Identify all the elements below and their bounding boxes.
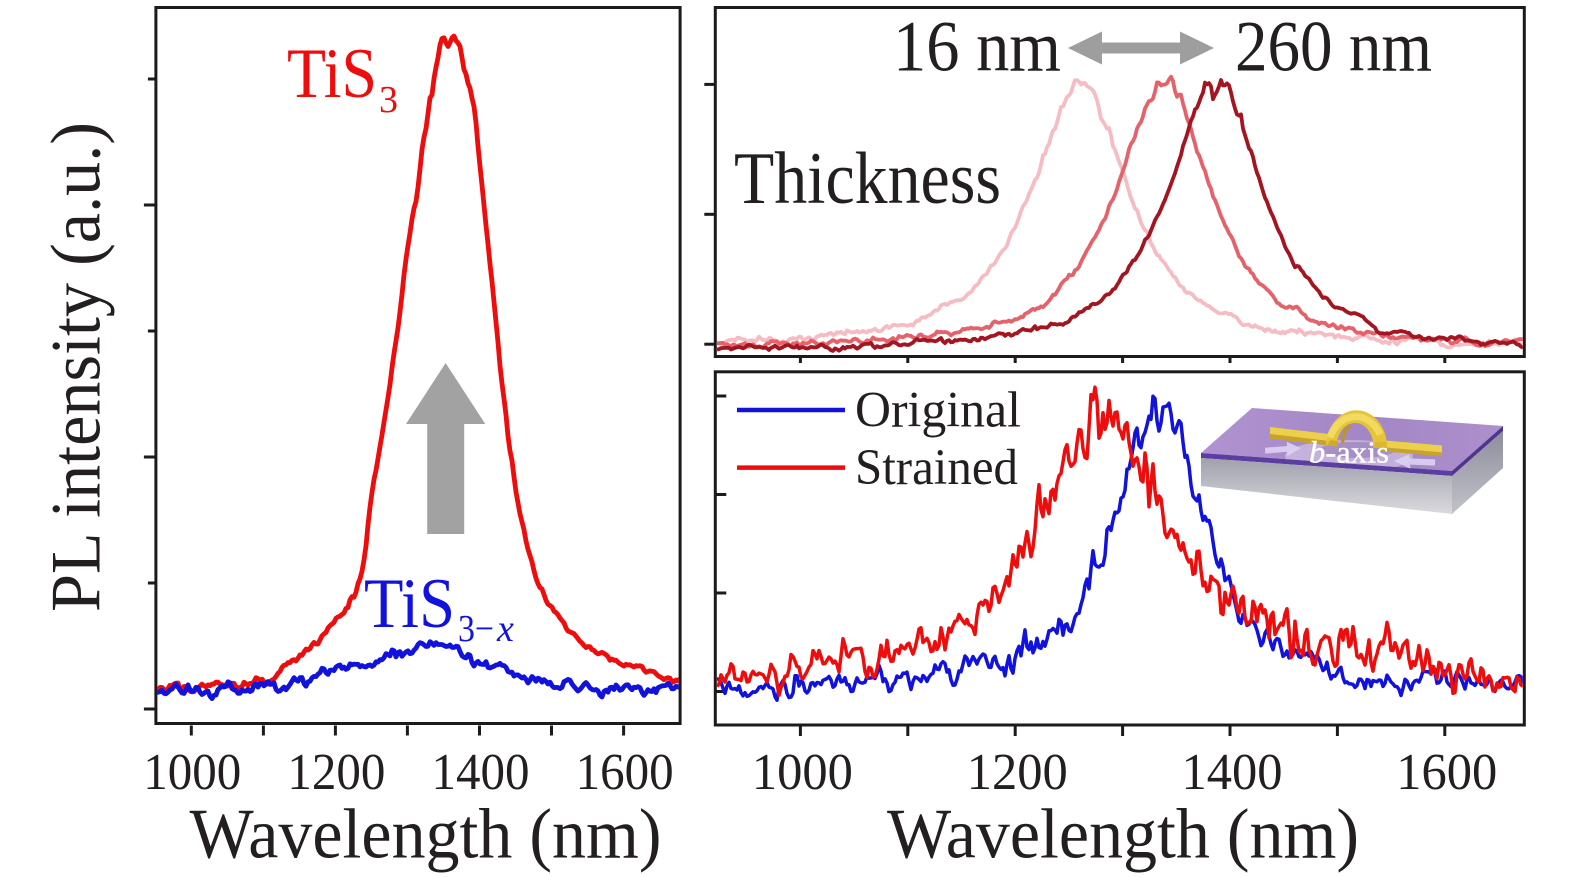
svg-text:1600: 1600 xyxy=(1396,744,1497,801)
svg-text:3: 3 xyxy=(379,79,398,121)
svg-text:PL intensity (a.u.): PL intensity (a.u.) xyxy=(38,122,116,612)
svg-text:16 nm: 16 nm xyxy=(893,7,1061,87)
svg-text:Thickness: Thickness xyxy=(734,138,1001,220)
svg-text:1200: 1200 xyxy=(967,744,1068,801)
svg-text:x: x xyxy=(496,608,514,650)
svg-text:b-axis: b-axis xyxy=(1309,435,1389,470)
svg-text:1000: 1000 xyxy=(752,744,853,801)
svg-text:Wavelength (nm): Wavelength (nm) xyxy=(190,796,662,874)
svg-text:1600: 1600 xyxy=(576,744,674,801)
svg-text:1200: 1200 xyxy=(287,744,385,801)
svg-text:Wavelength (nm): Wavelength (nm) xyxy=(887,796,1359,874)
svg-text:1000: 1000 xyxy=(143,744,241,801)
svg-text:3−: 3− xyxy=(458,608,494,650)
svg-text:TiS: TiS xyxy=(364,565,455,643)
svg-text:Strained: Strained xyxy=(855,440,1018,496)
svg-text:TiS: TiS xyxy=(287,35,377,113)
svg-text:Original: Original xyxy=(855,382,1021,438)
svg-text:260 nm: 260 nm xyxy=(1235,7,1432,87)
svg-text:1400: 1400 xyxy=(432,744,530,801)
svg-text:1400: 1400 xyxy=(1182,744,1283,801)
